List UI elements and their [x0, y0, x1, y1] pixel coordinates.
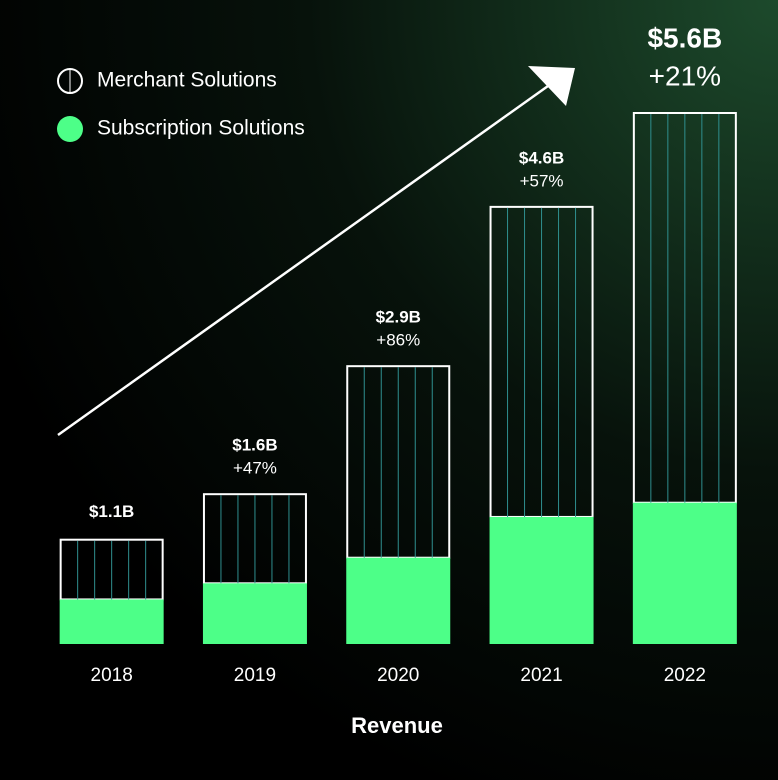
- x-tick-label: 2021: [520, 665, 562, 686]
- bar-segment: [202, 583, 307, 644]
- total-label: $4.6B: [519, 148, 564, 167]
- bar-segment: [489, 516, 594, 644]
- trend-arrow: [57, 84, 549, 437]
- x-tick-label: 2022: [664, 665, 706, 686]
- total-label: $2.9B: [376, 308, 421, 327]
- growth-label: +57%: [520, 171, 564, 190]
- growth-label: +86%: [376, 331, 420, 350]
- arrow-head: [528, 66, 575, 106]
- bar-segment: [59, 599, 164, 644]
- legend-label: Merchant Solutions: [97, 69, 277, 92]
- x-tick-label: 2018: [91, 665, 133, 686]
- total-label: $1.6B: [232, 436, 277, 455]
- legend-swatch: [57, 116, 83, 142]
- growth-label: +47%: [233, 459, 277, 478]
- legend-label: Subscription Solutions: [97, 117, 305, 140]
- growth-label: +21%: [649, 60, 721, 91]
- bar-segment: [632, 502, 737, 644]
- x-tick-label: 2019: [234, 665, 276, 686]
- chart-title: Revenue: [351, 713, 443, 738]
- total-label: $1.1B: [89, 502, 134, 521]
- bar-segment: [346, 557, 451, 644]
- total-label: $5.6B: [647, 22, 722, 53]
- x-tick-label: 2020: [377, 665, 419, 686]
- legend-swatch: [57, 68, 83, 94]
